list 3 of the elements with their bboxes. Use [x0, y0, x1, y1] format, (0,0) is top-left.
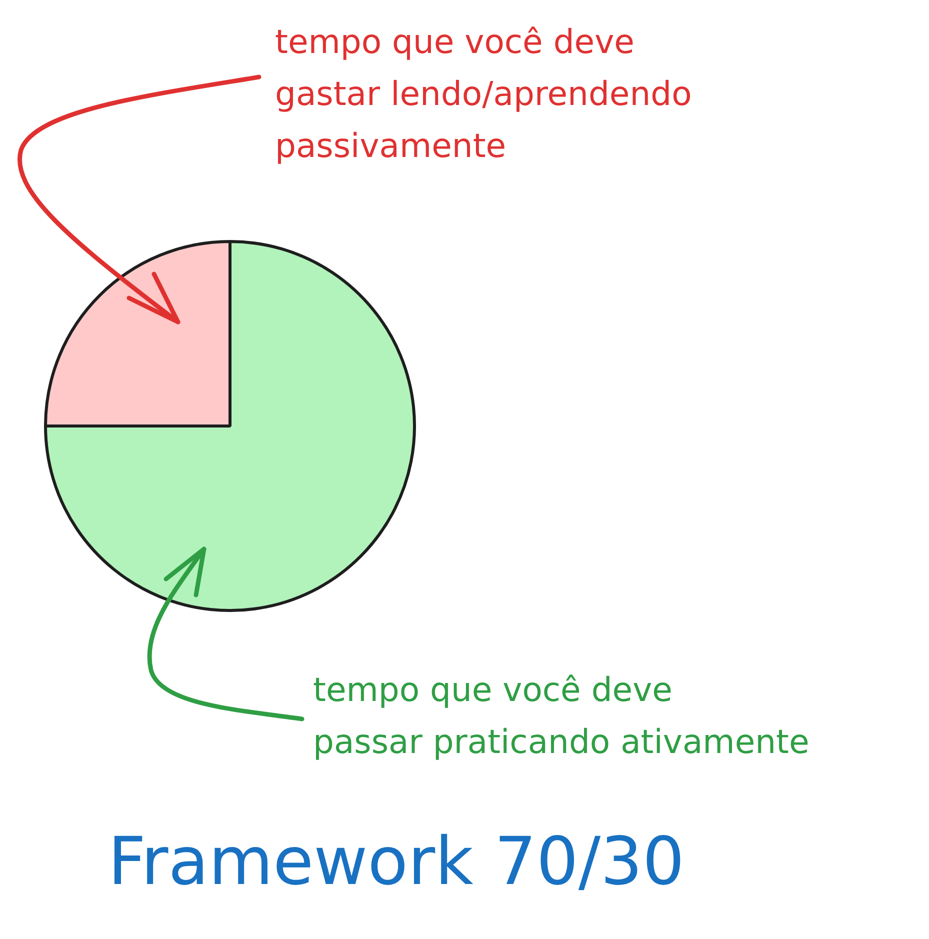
slice-label: tempo que você deve passar praticando ativamente	[313, 669, 810, 763]
slice-label: tempo que você deve gastar lendo/aprendendo passivamente	[275, 21, 692, 167]
text: Framework 70/30	[108, 822, 685, 902]
